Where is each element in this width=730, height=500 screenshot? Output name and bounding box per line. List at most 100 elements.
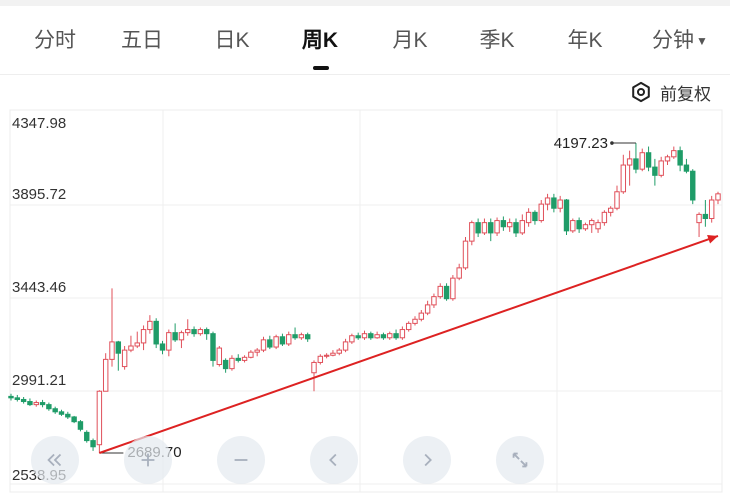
tab-niank[interactable]: 年K [567,29,603,52]
candle-body [96,390,103,446]
candle-body [349,335,355,343]
candle-body [513,222,519,234]
candle-body [20,398,27,403]
tab-rik[interactable]: 日K [214,29,250,52]
chevron-right-icon [424,453,432,467]
candle-body [519,220,526,234]
candle-body [342,341,349,351]
candle-body [664,156,671,162]
candle-body [387,333,393,339]
candle-body [229,357,235,370]
candle-body [475,222,481,234]
candle-body [134,342,140,347]
settings-hexagon-icon [632,81,650,103]
candle-body [46,404,52,410]
candle-body [595,222,601,230]
tabs-divider [0,74,730,75]
tab-wuri[interactable]: 五日 [121,29,163,52]
candle-body [102,358,109,392]
candle-body [506,222,513,228]
adjust-toggle[interactable]: 前复权 [630,80,711,104]
candle-body [317,355,324,363]
chart-grid [9,109,723,493]
zoom-in-button[interactable] [124,436,172,484]
candle-body [298,334,305,339]
adjust-label: 前复权 [660,84,711,104]
candle-body [532,211,538,222]
tab-jik[interactable]: 季K [479,29,515,52]
candle-body [65,413,71,418]
candle-body [443,285,450,300]
candle-body [235,357,241,361]
candle-body [273,336,279,348]
candle-body [538,203,544,222]
candle-body [267,339,273,348]
candle-body [696,213,702,224]
candle-body [658,160,664,176]
candle-body [52,408,58,413]
candle-body [551,197,557,209]
candle-body [652,166,658,176]
scroll-to-start-button[interactable] [31,436,79,484]
candle-body [311,361,317,374]
candle-body [248,351,254,358]
candle-body [715,193,721,201]
candle-body [109,341,115,360]
trend-line [99,235,719,454]
candle-body [216,347,223,366]
candle-body [626,158,633,166]
candles [8,143,721,453]
chevron-left-icon [329,453,337,467]
candle-body [614,191,620,209]
candle-body [191,329,197,335]
y-tick-label: 4347.98 [12,115,66,132]
candle-body [27,401,33,406]
plot-border [9,109,723,493]
candle-body [260,339,267,351]
candle-body [185,329,191,334]
candle-body [525,211,532,224]
candle-body [140,329,147,344]
candle-body [292,334,298,339]
candle-body [128,345,134,351]
candle-body [222,359,229,370]
caret-down-icon: ▼ [696,34,708,49]
pan-left-button[interactable] [310,436,358,484]
pan-right-button[interactable] [403,436,451,484]
candle-body [374,334,380,339]
candle-body [241,356,248,361]
tab-fenzhong-label: 分钟 [652,29,695,52]
trend-arrow-head [707,235,718,244]
y-tick-label: 3895.72 [12,186,66,203]
fullscreen-button[interactable] [496,436,544,484]
candle-body [544,197,551,205]
candle-body [607,207,614,213]
tab-fenzhong[interactable]: 分钟 ▼ [652,24,708,54]
candle-body [58,411,65,415]
candle-body [399,329,406,339]
candle-body [355,335,361,339]
candle-body [159,343,166,351]
candle-body [450,277,456,300]
candle-body [620,164,627,193]
zoom-out-icon [234,459,248,461]
candle-body [633,158,639,170]
tab-zhouk[interactable]: 周K [301,29,339,52]
candle-body [39,402,46,406]
fullscreen-icon [512,452,528,468]
zoom-out-button[interactable] [217,436,265,484]
candle-body [323,354,330,357]
tab-yuek[interactable]: 月K [392,29,428,52]
tab-fenshi[interactable]: 分时 [34,29,76,52]
active-tab-indicator [313,66,329,70]
candle-body [14,397,21,400]
candle-body [500,220,507,228]
candle-body [645,152,652,168]
candle-body [8,395,14,399]
candle-body [462,240,469,269]
candle-body [254,349,260,353]
candle-body [286,334,292,345]
candle-body [683,164,690,172]
